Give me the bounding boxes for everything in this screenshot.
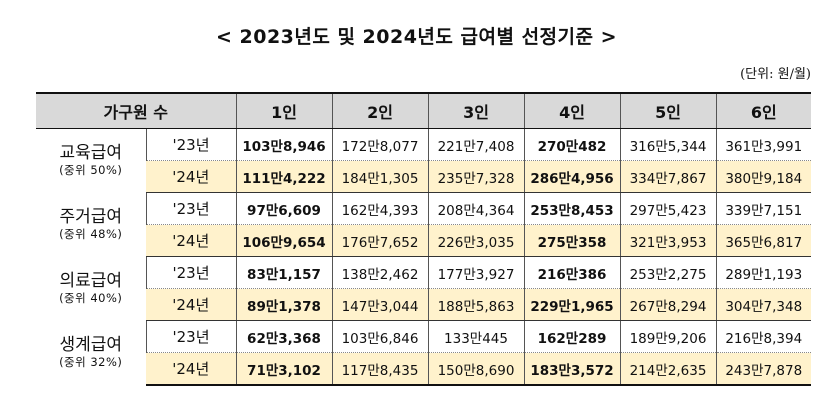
table-row: '24년 71만3,102 117만8,435 150만8,690 183만3,572 2… [36, 352, 812, 386]
median-income-ratio: (중위 40%) [59, 290, 123, 305]
header-household-size: 가구원 수 [36, 92, 237, 129]
amount-cell: 83만1,157 [235, 256, 333, 289]
benefit-name: 생계급여 [59, 335, 123, 356]
benefit-name: 교육급여 [59, 143, 123, 164]
amount-cell: 304만7,348 [715, 288, 812, 321]
median-income-ratio: (중위 50%) [59, 162, 123, 177]
year-cell: '23년 [145, 128, 237, 161]
benefit-name: 의료급여 [59, 271, 123, 292]
table-row: '24년 106만9,654 176만7,652 226만3,035 275만358 32… [36, 224, 812, 257]
amount-cell: 111만4,222 [235, 160, 333, 193]
amount-cell: 89만1,378 [235, 288, 333, 321]
table-row: 교육급여 (중위 50%) '23년 103만8,946 172만8,077 221만7,… [36, 128, 812, 177]
amount-cell: 172만8,077 [331, 128, 429, 161]
amount-cell: 214만2,635 [619, 352, 717, 386]
amount-cell: 253만8,453 [523, 192, 621, 225]
amount-cell: 365만6,817 [715, 224, 812, 257]
benefit-category-cell: 주거급여 (중위 48%) [36, 193, 146, 257]
benefit-category-cell: 교육급여 (중위 50%) [36, 129, 146, 193]
amount-cell: 235만7,328 [427, 160, 525, 193]
year-cell: '23년 [145, 192, 237, 225]
year-cell: '24년 [146, 288, 237, 321]
table-row: 생계급여 (중위 32%) '23년 62만3,368 103만6,846 133만445… [36, 320, 812, 369]
header-6-person: 6인 [715, 92, 812, 129]
amount-cell: 221만7,408 [427, 128, 525, 161]
amount-cell: 189만9,206 [619, 320, 717, 353]
amount-cell: 62만3,368 [235, 320, 333, 353]
median-income-ratio: (중위 48%) [59, 226, 123, 241]
amount-cell: 138만2,462 [331, 256, 429, 289]
amount-cell: 253만2,275 [619, 256, 717, 289]
amount-cell: 147만3,044 [331, 288, 429, 321]
amount-cell: 150만8,690 [427, 352, 525, 386]
amount-cell: 226만3,035 [427, 224, 525, 257]
amount-cell: 267만8,294 [619, 288, 717, 321]
amount-cell: 188만5,863 [427, 288, 525, 321]
year-cell: '23년 [145, 320, 237, 353]
header-4-person: 4인 [523, 92, 621, 129]
amount-cell: 380만9,184 [715, 160, 812, 193]
amount-cell: 289만1,193 [715, 256, 812, 289]
amount-cell: 103만6,846 [331, 320, 429, 353]
amount-cell: 275만358 [523, 224, 621, 257]
amount-cell: 334만7,867 [619, 160, 717, 193]
amount-cell: 216만386 [523, 256, 621, 289]
amount-cell: 162만289 [523, 320, 621, 353]
table-row: 주거급여 (중위 48%) '23년 97만6,609 162만4,393 208만4,3… [36, 192, 812, 240]
amount-cell: 106만9,654 [235, 224, 333, 257]
page-title: < 2023년도 및 2024년도 급여별 선정기준 > [215, 26, 618, 48]
table-body: 교육급여 (중위 50%) '23년 103만8,946 172만8,077 221만7,… [36, 128, 812, 386]
amount-cell: 97만6,609 [235, 192, 333, 225]
amount-cell: 243만7,878 [715, 352, 812, 386]
amount-cell: 162만4,393 [331, 192, 429, 225]
amount-cell: 270만482 [523, 128, 621, 161]
header-2-person: 2인 [331, 92, 429, 129]
header-3-person: 3인 [427, 92, 525, 129]
table-row: '24년 89만1,378 147만3,044 188만5,863 229만1,965 2… [36, 288, 812, 321]
header-5-person: 5인 [619, 92, 717, 129]
amount-cell: 117만8,435 [331, 352, 429, 386]
amount-cell: 183만3,572 [523, 352, 621, 386]
amount-cell: 133만445 [427, 320, 525, 353]
benefit-name: 주거급여 [59, 207, 123, 228]
amount-cell: 184만1,305 [331, 160, 429, 193]
amount-cell: 316만5,344 [619, 128, 717, 161]
amount-cell: 361만3,991 [715, 128, 812, 161]
amount-cell: 103만8,946 [235, 128, 333, 161]
table-row: '24년 111만4,222 184만1,305 235만7,328 286만4,956… [36, 160, 812, 193]
year-cell: '23년 [145, 256, 237, 289]
header-row: 가구원 수 1인 2인 3인 4인 5인 6인 [36, 92, 812, 129]
amount-cell: 208만4,364 [427, 192, 525, 225]
year-cell: '24년 [146, 224, 237, 257]
amount-cell: 177만3,927 [427, 256, 525, 289]
amount-cell: 321만3,953 [619, 224, 717, 257]
table-row: 의료급여 (중위 40%) '23년 83만1,157 138만2,462 177만3,9… [36, 256, 812, 304]
amount-cell: 286만4,956 [523, 160, 621, 193]
amount-cell: 216만8,394 [715, 320, 812, 353]
benefit-category-cell: 의료급여 (중위 40%) [36, 257, 146, 321]
selection-criteria-table: 가구원 수 1인 2인 3인 4인 5인 6인 교육급여 (중위 50%) '23년… [36, 92, 812, 386]
amount-cell: 339만7,151 [715, 192, 812, 225]
amount-cell: 176만7,652 [331, 224, 429, 257]
amount-cell: 297만5,423 [619, 192, 717, 225]
amount-cell: 229만1,965 [523, 288, 621, 321]
year-cell: '24년 [146, 352, 237, 386]
unit-note: (단위: 원/월) [740, 67, 811, 82]
amount-cell: 71만3,102 [235, 352, 333, 386]
header-1-person: 1인 [235, 92, 333, 129]
median-income-ratio: (중위 32%) [59, 354, 123, 369]
year-cell: '24년 [146, 160, 237, 193]
benefit-category-cell: 생계급여 (중위 32%) [36, 321, 146, 386]
